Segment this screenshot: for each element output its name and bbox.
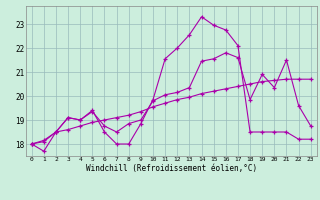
X-axis label: Windchill (Refroidissement éolien,°C): Windchill (Refroidissement éolien,°C) — [86, 164, 257, 173]
